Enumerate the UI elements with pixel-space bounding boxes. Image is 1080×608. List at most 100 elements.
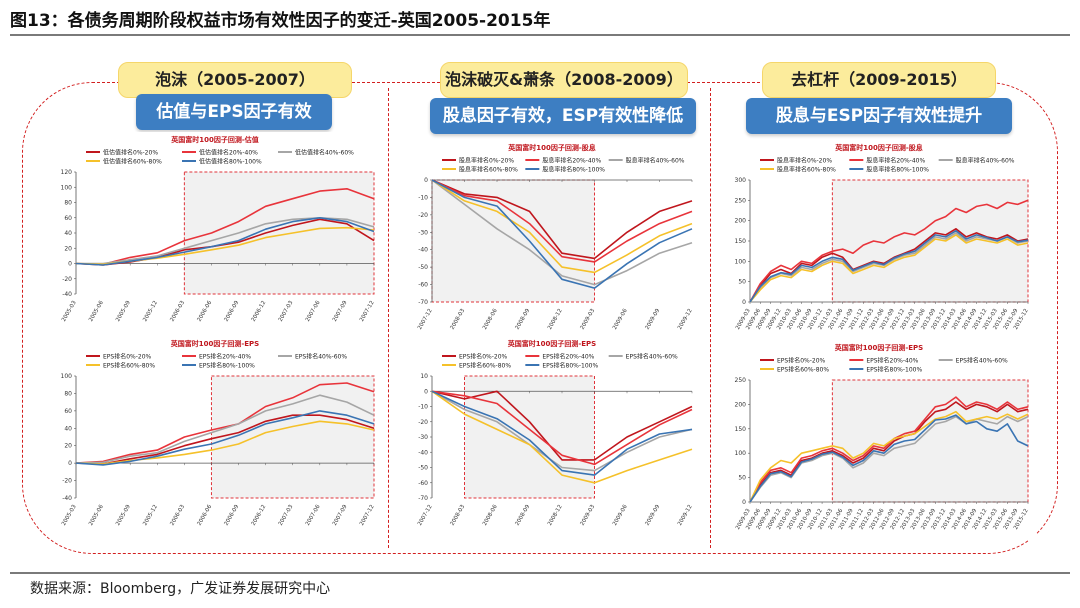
x-tick-label: 2005-09 — [115, 504, 132, 527]
phase-label: 泡沫（2005-2007） — [118, 62, 352, 98]
x-tick-label: 2008-06 — [482, 504, 499, 527]
y-tick-label: 0 — [424, 388, 428, 395]
legend-label: EPS排名40%-60% — [626, 353, 678, 361]
y-tick-label: 200 — [735, 218, 747, 225]
y-tick-label: 50 — [738, 279, 746, 286]
y-tick-label: -60 — [418, 282, 428, 289]
highlight-region — [831, 379, 1029, 503]
legend-label: EPS排名80%-100% — [542, 362, 598, 370]
series-line — [431, 179, 693, 263]
phase-subtitle: 股息因子有效，ESP有效性降低 — [430, 98, 696, 134]
series-line — [749, 199, 1029, 303]
y-tick-label: 80 — [64, 390, 72, 397]
x-tick-label: 2009-09 — [645, 504, 662, 527]
x-tick-label: 2007-03 — [278, 504, 295, 527]
legend-label: 股息率排名60%-80% — [777, 166, 836, 174]
y-tick-label: -10 — [418, 194, 428, 201]
y-tick-label: 20 — [64, 443, 72, 450]
x-tick-label: 2007-09 — [332, 504, 349, 527]
legend-label: 股息率排名20%-40% — [542, 157, 601, 165]
y-tick-label: -20 — [62, 276, 72, 283]
series-line — [749, 230, 1029, 303]
title-rule — [10, 34, 1070, 36]
y-tick-label: 80 — [64, 200, 72, 207]
x-tick-label: 2007-12 — [417, 504, 434, 527]
legend-label: 股息率排名40%-60% — [626, 157, 685, 165]
legend-label: EPS排名60%-80% — [103, 362, 155, 370]
series-line — [431, 390, 693, 476]
y-tick-label: -10 — [418, 404, 428, 411]
x-tick-label: 2006-12 — [251, 504, 268, 527]
legend-label: EPS排名40%-60% — [956, 357, 1008, 365]
y-tick-label: 150 — [735, 238, 747, 245]
legend-label: EPS排名20%-40% — [542, 353, 594, 361]
legend-label: 股息率排名20%-40% — [866, 157, 925, 165]
y-tick-label: -40 — [418, 247, 428, 254]
y-tick-label: 60 — [64, 408, 72, 415]
x-tick-label: 2009-12 — [677, 308, 694, 331]
series-line — [749, 228, 1029, 303]
x-tick-label: 2008-03 — [450, 504, 467, 527]
legend-label: 低估值排名60%-80% — [103, 158, 162, 166]
y-tick-label: 150 — [735, 426, 747, 433]
x-tick-label: 2007-06 — [305, 504, 322, 527]
y-tick-label: -20 — [418, 212, 428, 219]
x-tick-label: 2005-12 — [142, 300, 159, 323]
x-tick-label: 2009-12 — [677, 504, 694, 527]
legend-label: 股息率排名0%-20% — [459, 157, 514, 165]
legend-label: EPS排名40%-60% — [295, 353, 347, 361]
series-line — [431, 179, 693, 260]
x-tick-label: 2007-12 — [417, 308, 434, 331]
x-tick-label: 2006-06 — [196, 300, 213, 323]
x-tick-label: 2009-06 — [612, 308, 629, 331]
series-line — [749, 414, 1029, 503]
y-tick-label: -20 — [62, 478, 72, 485]
figure-title: 图13：各债务周期阶段权益市场有效性因子的变迁-英国2005-2015年 — [10, 11, 551, 31]
x-tick-label: 2007-12 — [359, 504, 376, 527]
y-tick-label: -40 — [62, 291, 72, 298]
x-tick-label: 2009-03 — [580, 308, 597, 331]
legend-label: EPS排名60%-80% — [459, 362, 511, 370]
chart-title: 英国富时100因子回测-EPS — [834, 343, 923, 352]
x-tick-label: 2009-09 — [645, 308, 662, 331]
y-tick-label: 0 — [742, 499, 746, 506]
source-note: 数据来源：Bloomberg，广发证券发展研究中心 — [30, 581, 331, 597]
y-tick-label: -70 — [418, 495, 428, 502]
y-tick-label: 100 — [61, 184, 73, 191]
legend-label: EPS排名0%-20% — [777, 357, 826, 365]
chart-title: 英国富时100因子回测-估值 — [170, 135, 259, 144]
y-tick-label: 120 — [61, 169, 73, 176]
y-tick-label: 100 — [735, 258, 747, 265]
panel-divider — [388, 88, 389, 548]
y-tick-label: 100 — [61, 373, 73, 380]
y-tick-label: 250 — [735, 377, 747, 384]
x-tick-label: 2006-06 — [196, 504, 213, 527]
x-tick-label: 2009-06 — [612, 504, 629, 527]
series-line — [431, 390, 693, 461]
chart-title: 英国富时100因子回测-EPS — [507, 339, 596, 348]
y-tick-label: -40 — [62, 495, 72, 502]
chart-title: 英国富时100因子回测-股息 — [507, 143, 596, 152]
legend-label: 股息率排名60%-80% — [459, 166, 518, 174]
y-tick-label: -70 — [418, 299, 428, 306]
series-line — [75, 420, 375, 465]
phase-label: 去杠杆（2009-2015） — [762, 62, 996, 98]
legend-label: EPS排名20%-40% — [199, 353, 251, 361]
y-tick-label: 40 — [64, 425, 72, 432]
legend-label: 股息率排名40%-60% — [956, 157, 1015, 165]
x-tick-label: 2005-06 — [88, 504, 105, 527]
series-line — [431, 390, 693, 484]
chart-title: 英国富时100因子回测-股息 — [834, 143, 923, 152]
y-tick-label: 0 — [68, 261, 72, 268]
y-tick-label: -50 — [418, 264, 428, 271]
series-line — [749, 234, 1029, 303]
footer-rule — [10, 572, 1070, 574]
x-tick-label: 2005-12 — [142, 504, 159, 527]
y-tick-label: -30 — [418, 434, 428, 441]
y-tick-label: 200 — [735, 401, 747, 408]
legend-label: 低估值排名20%-40% — [199, 149, 258, 157]
legend-label: EPS排名80%-100% — [866, 366, 922, 374]
x-tick-label: 2008-03 — [450, 308, 467, 331]
